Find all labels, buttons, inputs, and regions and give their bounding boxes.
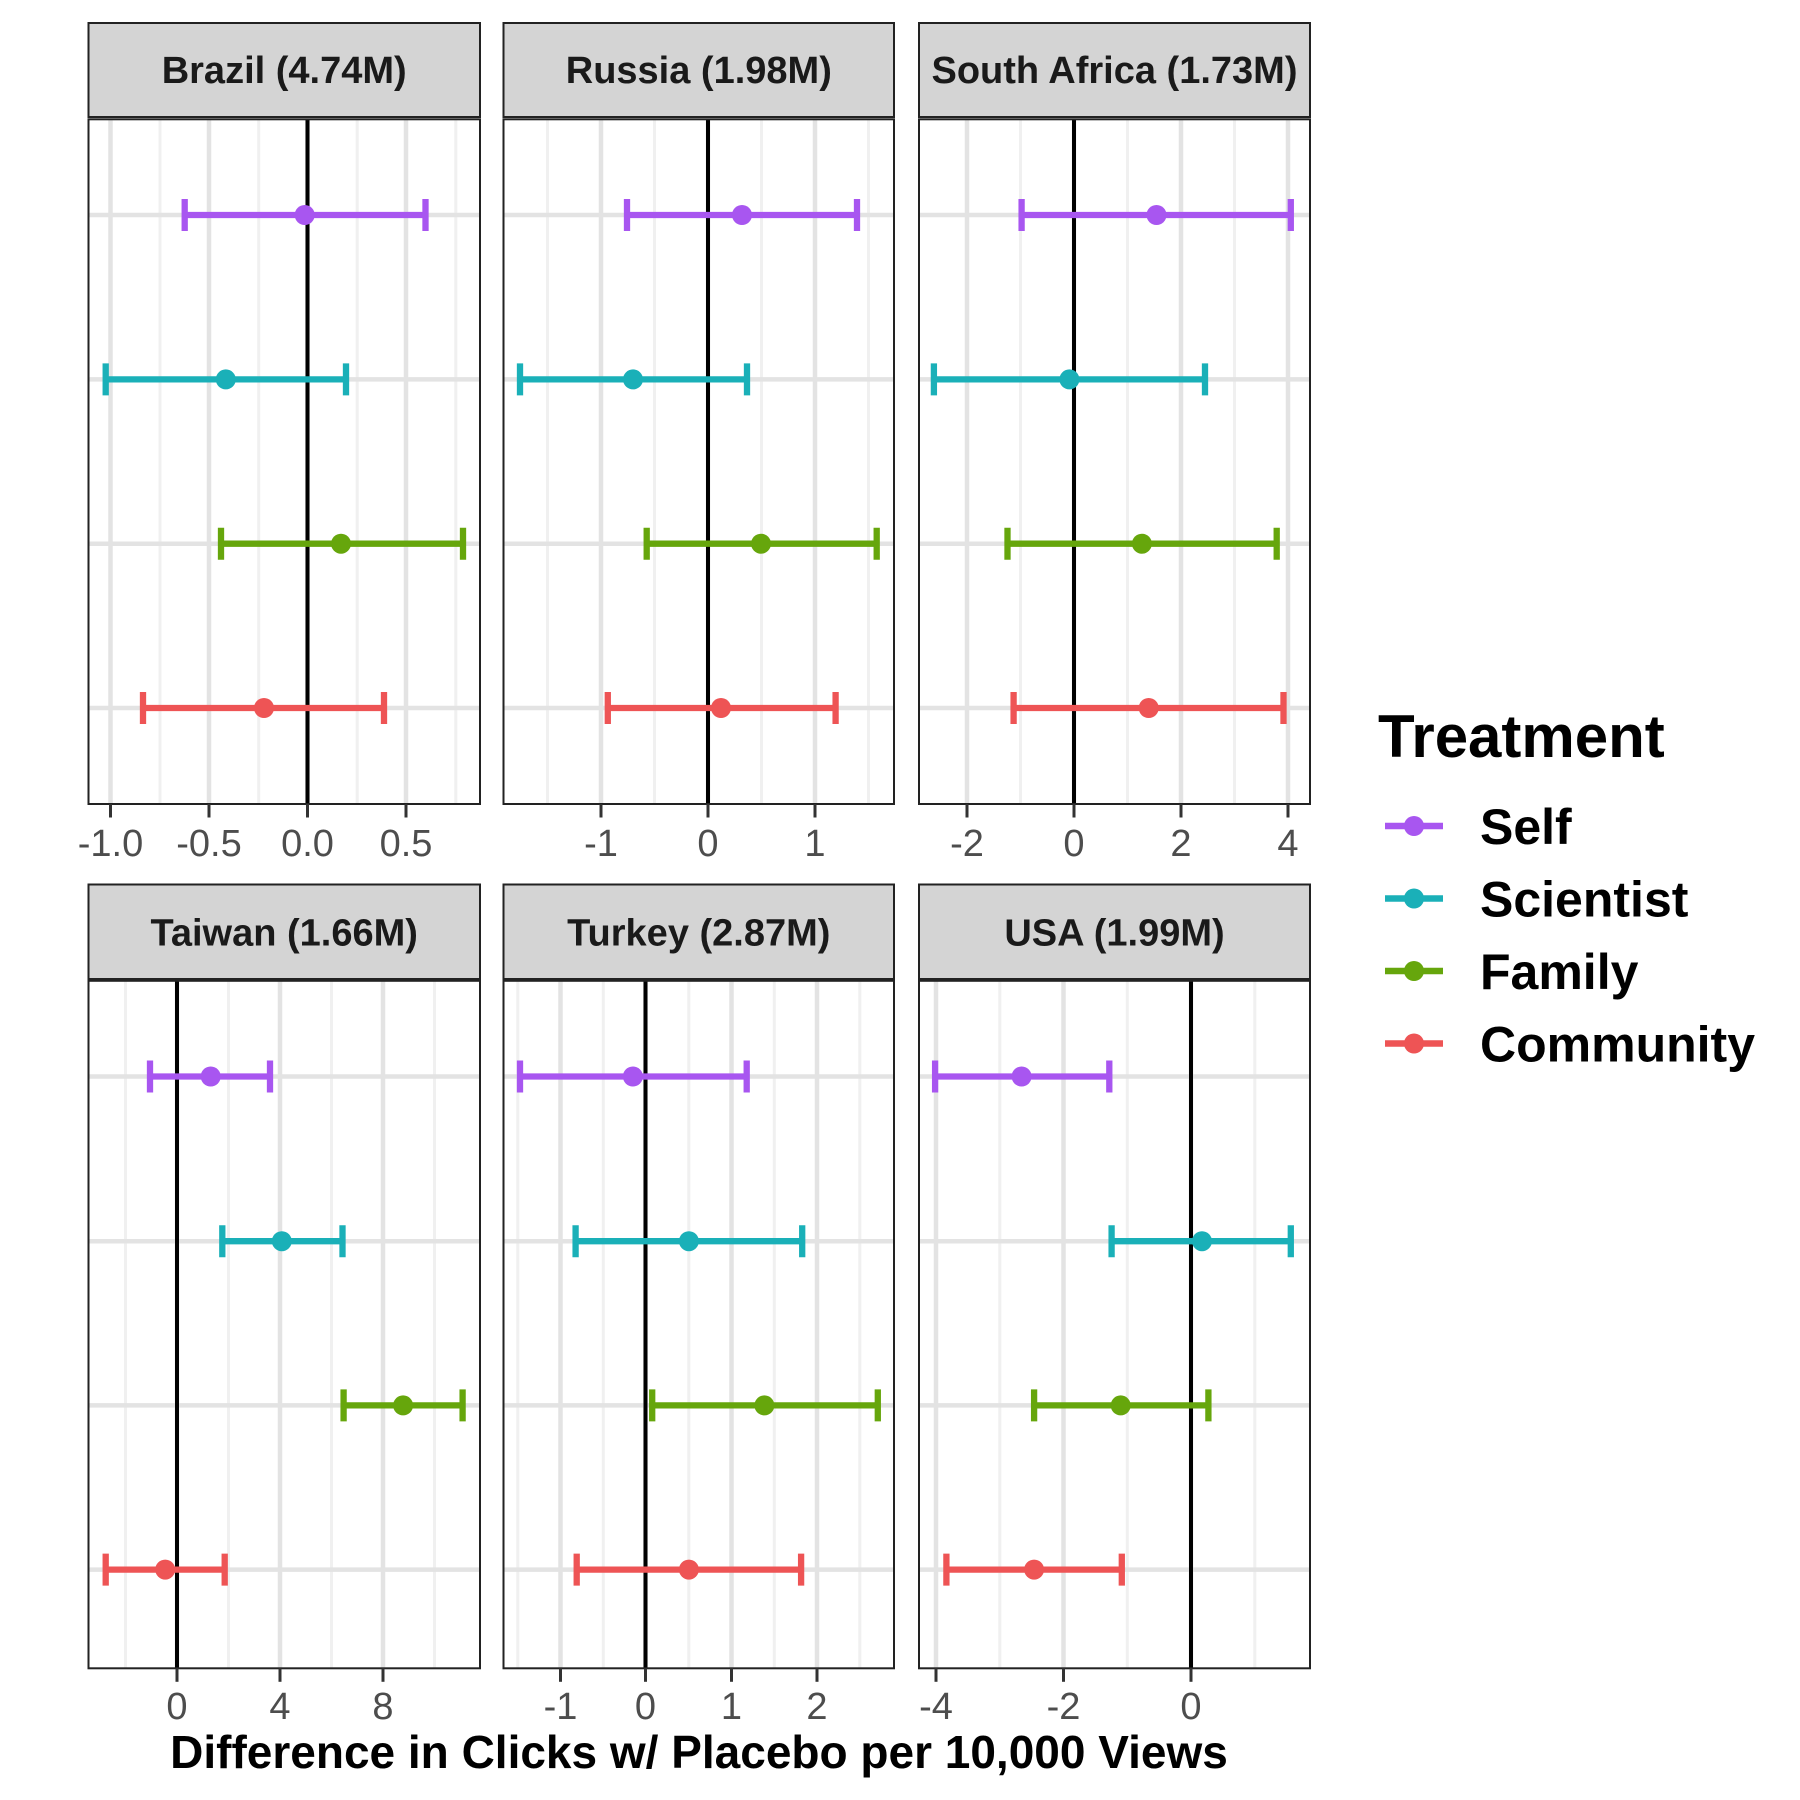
svg-text:0: 0: [1180, 1686, 1201, 1728]
svg-text:USA (1.99M): USA (1.99M): [1004, 913, 1224, 955]
svg-text:1: 1: [804, 823, 825, 865]
svg-text:0.5: 0.5: [380, 823, 433, 865]
svg-text:-2: -2: [950, 823, 984, 865]
svg-text:Turkey (2.87M): Turkey (2.87M): [567, 913, 830, 955]
svg-text:Treatment: Treatment: [1378, 703, 1665, 770]
svg-text:Community: Community: [1480, 1017, 1755, 1073]
svg-text:2: 2: [806, 1686, 827, 1728]
svg-text:Self: Self: [1480, 799, 1572, 855]
svg-text:-4: -4: [919, 1686, 953, 1728]
svg-text:0: 0: [166, 1686, 187, 1728]
svg-text:Family: Family: [1480, 944, 1639, 1000]
svg-text:4: 4: [1277, 823, 1298, 865]
svg-text:1: 1: [721, 1686, 742, 1728]
svg-text:-2: -2: [1047, 1686, 1081, 1728]
svg-text:2: 2: [1170, 823, 1191, 865]
svg-text:-1: -1: [544, 1686, 578, 1728]
svg-text:0: 0: [697, 823, 718, 865]
svg-text:0: 0: [1063, 823, 1084, 865]
svg-text:8: 8: [372, 1686, 393, 1728]
svg-text:0: 0: [635, 1686, 656, 1728]
svg-text:-0.5: -0.5: [176, 823, 241, 865]
svg-text:4: 4: [269, 1686, 290, 1728]
svg-text:South Africa (1.73M): South Africa (1.73M): [932, 50, 1298, 92]
svg-text:-1: -1: [584, 823, 618, 865]
svg-text:Russia (1.98M): Russia (1.98M): [566, 50, 832, 92]
svg-text:Difference in Clicks w/ Placeb: Difference in Clicks w/ Placebo per 10,0…: [170, 1726, 1228, 1778]
svg-text:Taiwan (1.66M): Taiwan (1.66M): [150, 913, 417, 955]
svg-text:Scientist: Scientist: [1480, 872, 1689, 928]
svg-text:Brazil (4.74M): Brazil (4.74M): [162, 50, 407, 92]
svg-text:-1.0: -1.0: [78, 823, 143, 865]
svg-text:0.0: 0.0: [281, 823, 334, 865]
